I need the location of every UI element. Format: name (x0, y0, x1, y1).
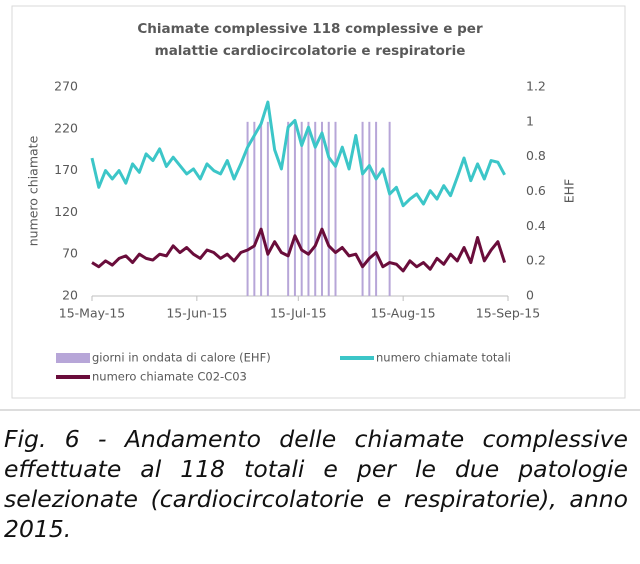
legend-swatch (56, 353, 90, 363)
legend-label: numero chiamate C02-C03 (92, 370, 247, 384)
heat-bar (334, 121, 337, 296)
y-axis-label: numero chiamate (26, 135, 41, 246)
y-tick-label: 70 (62, 246, 78, 261)
heat-bar (293, 121, 296, 296)
y2-tick-label: 0.6 (526, 183, 546, 198)
y2-tick-label: 0 (526, 288, 534, 303)
heat-bar (253, 121, 256, 296)
heat-bar (287, 121, 290, 296)
x-tick-label: 15-Jun-15 (166, 306, 227, 321)
heat-bar (388, 121, 391, 296)
chart-frame (11, 5, 626, 399)
y2-tick-label: 0.8 (526, 148, 546, 163)
caption: Fig. 6 - Andamento delle chiamate comple… (4, 425, 628, 543)
y-tick-label: 20 (62, 288, 78, 303)
heat-bar (260, 121, 263, 296)
y2-tick-label: 0.2 (526, 253, 546, 268)
heat-bar (361, 121, 364, 296)
series-line (91, 227, 507, 273)
chart-title: Chiamate complessive 118 complessive e p… (137, 21, 483, 59)
heat-bar (314, 121, 317, 296)
heat-bar (375, 121, 378, 296)
x-tick-label: 15-Jul-15 (270, 306, 327, 321)
heat-bar (246, 121, 249, 296)
heat-bar (300, 121, 303, 296)
x-tick-label: 15-Aug-15 (371, 306, 436, 321)
y-tick-label: 170 (54, 162, 78, 177)
series-line (90, 100, 506, 208)
y-tick-label: 120 (54, 204, 78, 219)
y2-tick-label: 1 (526, 113, 534, 128)
legend-label: numero chiamate totali (376, 351, 511, 365)
heat-bar (307, 121, 310, 296)
heat-bar (266, 121, 269, 296)
y2-tick-label: 1.2 (526, 79, 546, 94)
y2-axis-label: EHF (562, 179, 577, 204)
x-tick-label: 15-May-15 (59, 306, 125, 321)
heat-bar (320, 121, 323, 296)
y-tick-label: 220 (54, 120, 78, 135)
x-tick-label: 15-Sep-15 (476, 306, 540, 321)
legend-label: giorni in ondata di calore (EHF) (92, 351, 271, 365)
heat-bar (368, 121, 371, 296)
y-tick-label: 270 (54, 79, 78, 94)
y2-tick-label: 0.4 (526, 218, 546, 233)
heat-bar (327, 121, 330, 296)
